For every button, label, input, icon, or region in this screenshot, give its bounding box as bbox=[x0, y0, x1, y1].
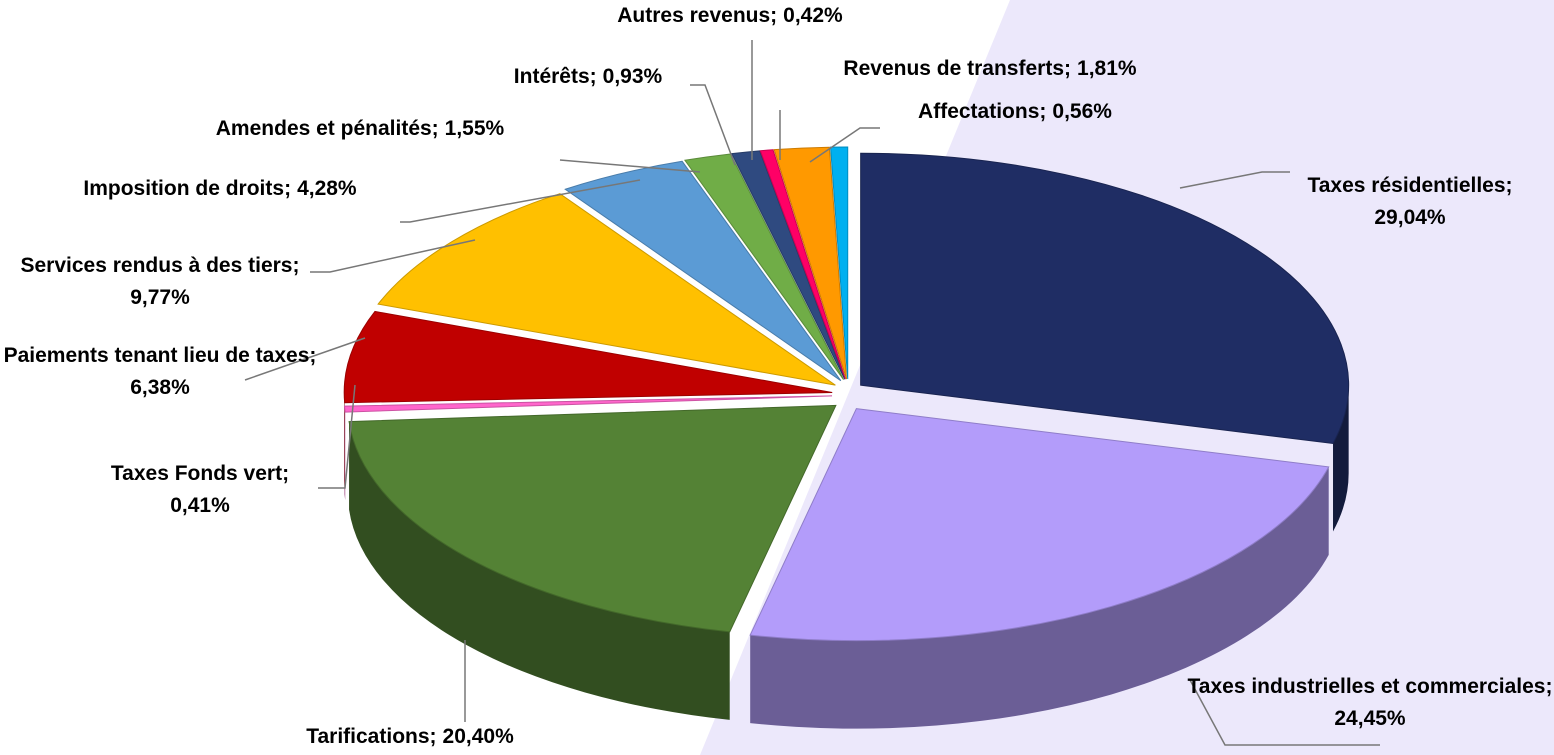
label-value: 0,93% bbox=[603, 65, 663, 88]
label-separator: ; bbox=[430, 725, 437, 748]
slice bbox=[730, 150, 846, 380]
label-separator: ; bbox=[1506, 174, 1513, 197]
label-name: Autres revenus bbox=[617, 4, 770, 27]
slice-side bbox=[344, 406, 346, 501]
label-value: 0,42% bbox=[783, 4, 843, 27]
slice bbox=[564, 160, 842, 382]
label-separator: ; bbox=[1039, 100, 1046, 123]
label-name: Tarifications bbox=[306, 725, 429, 748]
label-separator: ; bbox=[432, 117, 439, 140]
label-value: 1,81% bbox=[1077, 57, 1137, 80]
slice bbox=[749, 408, 1330, 642]
slice bbox=[759, 149, 846, 380]
slice-label: Taxes résidentielles; 29,04% bbox=[1307, 174, 1512, 229]
slice-label: Amendes et pénalités; 1,55% bbox=[216, 117, 505, 140]
leader-line bbox=[318, 384, 356, 489]
label-separator: ; bbox=[284, 177, 291, 200]
slice bbox=[348, 404, 837, 633]
leader-line bbox=[310, 239, 476, 273]
label-value: 24,45% bbox=[1334, 707, 1406, 730]
leader-line bbox=[559, 159, 701, 173]
leader-line bbox=[690, 84, 736, 166]
label-separator: ; bbox=[1545, 675, 1552, 698]
label-name: Affectations bbox=[918, 100, 1039, 123]
leader-line bbox=[1179, 171, 1290, 189]
label-name: Services rendus à des tiers bbox=[21, 254, 293, 277]
label-value: 6,38% bbox=[130, 376, 190, 399]
label-name: Intérêts bbox=[514, 65, 590, 88]
label-value: 20,40% bbox=[443, 725, 515, 748]
slice bbox=[860, 152, 1350, 445]
slice-side bbox=[1333, 385, 1349, 532]
leader-line bbox=[1189, 679, 1380, 746]
leader-line bbox=[809, 127, 880, 163]
slice-label: Imposition de droits; 4,28% bbox=[83, 177, 357, 200]
label-name: Revenus de transferts bbox=[843, 57, 1064, 80]
slice-label: Tarifications; 20,40% bbox=[306, 725, 514, 748]
leader-line bbox=[244, 337, 366, 381]
slice bbox=[343, 395, 833, 413]
slice bbox=[343, 310, 833, 404]
slice-label: Services rendus à des tiers; 9,77% bbox=[21, 254, 300, 309]
label-value: 4,28% bbox=[297, 177, 357, 200]
leader-line bbox=[400, 179, 641, 223]
slice-label: Affectations; 0,56% bbox=[918, 100, 1112, 123]
slice-label: Revenus de transferts; 1,81% bbox=[843, 57, 1136, 80]
label-value: 1,55% bbox=[445, 117, 505, 140]
slice-label: Paiements tenant lieu de taxes; 6,38% bbox=[4, 344, 317, 399]
slice bbox=[377, 193, 836, 386]
label-separator: ; bbox=[770, 4, 777, 27]
label-value: 9,77% bbox=[130, 286, 190, 309]
slice-label: Autres revenus; 0,42% bbox=[617, 4, 843, 27]
slice-label: Intérêts; 0,93% bbox=[514, 65, 663, 88]
label-name: Taxes résidentielles bbox=[1307, 174, 1505, 197]
label-name: Imposition de droits bbox=[83, 177, 284, 200]
slice-side bbox=[349, 421, 730, 720]
label-name: Amendes et pénalités bbox=[216, 117, 432, 140]
label-name: Paiements tenant lieu de taxes bbox=[4, 344, 310, 367]
label-value: 0,41% bbox=[170, 494, 230, 517]
slice-label: Taxes Fonds vert; 0,41% bbox=[111, 462, 289, 517]
label-separator: ; bbox=[293, 254, 300, 277]
slice-label: Taxes industrielles et commerciales; 24,4… bbox=[1188, 675, 1553, 730]
label-separator: ; bbox=[1064, 57, 1071, 80]
slice-side bbox=[750, 466, 1329, 729]
label-value: 0,56% bbox=[1052, 100, 1112, 123]
label-separator: ; bbox=[282, 462, 289, 485]
slice bbox=[773, 146, 848, 380]
label-name: Taxes Fonds vert bbox=[111, 462, 282, 485]
label-name: Taxes industrielles et commerciales bbox=[1188, 675, 1546, 698]
label-separator: ; bbox=[309, 344, 316, 367]
label-separator: ; bbox=[590, 65, 597, 88]
label-value: 29,04% bbox=[1374, 206, 1446, 229]
